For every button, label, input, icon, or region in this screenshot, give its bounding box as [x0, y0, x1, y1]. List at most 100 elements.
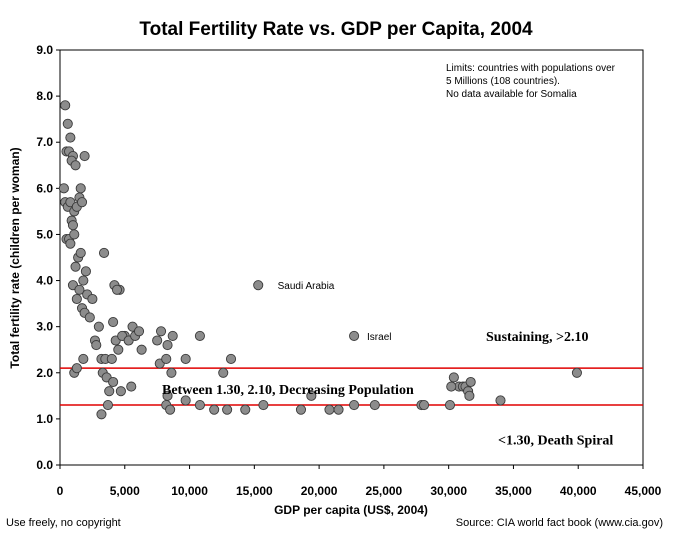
data-point — [113, 344, 124, 355]
point-label: Saudi Arabia — [278, 281, 335, 292]
chart-notes: Limits: countries with populations over … — [446, 63, 616, 100]
footer-copyright: Use freely, no copyright — [6, 517, 121, 529]
note-line: 5 Millions (108 countries). — [446, 76, 560, 87]
data-point — [91, 340, 102, 351]
data-point — [209, 404, 220, 415]
y-tick-label: 3.0 — [36, 320, 53, 334]
data-point — [166, 367, 177, 378]
data-point — [93, 321, 104, 332]
data-point — [60, 100, 71, 111]
data-point — [65, 238, 76, 249]
data-point — [419, 400, 430, 411]
data-point — [156, 326, 167, 337]
zone-label: <1.30, Death Spiral — [498, 434, 613, 449]
y-tick-label: 5.0 — [36, 227, 53, 241]
x-axis-title: GDP per capita (US$, 2004) — [274, 503, 428, 517]
data-point — [161, 353, 172, 364]
data-point — [222, 404, 233, 415]
data-point — [152, 335, 163, 346]
data-point — [333, 404, 344, 415]
y-tick-label: 7.0 — [36, 135, 53, 149]
data-point — [165, 404, 176, 415]
x-tick-label: 35,000 — [495, 484, 532, 498]
data-point — [75, 183, 86, 194]
data-point — [194, 400, 205, 411]
data-point — [253, 280, 264, 291]
data-point — [108, 317, 119, 328]
data-point — [162, 390, 173, 401]
data-point — [87, 293, 98, 305]
data-point — [369, 400, 380, 411]
data-point — [167, 330, 178, 341]
data-point — [78, 275, 89, 286]
x-tick-label: 0 — [57, 484, 64, 498]
data-point — [102, 400, 113, 411]
data-point — [464, 390, 475, 401]
data-point — [75, 247, 86, 258]
data-point — [444, 400, 456, 411]
data-point — [349, 400, 360, 411]
y-tick-label: 6.0 — [36, 181, 53, 195]
data-point — [349, 330, 360, 341]
data-point — [465, 376, 476, 388]
y-tick-label: 0.0 — [36, 458, 53, 472]
y-axis-title: Total fertility rate (children per woman… — [8, 147, 22, 368]
data-point — [115, 386, 126, 397]
data-point — [96, 409, 107, 420]
x-tick-label: 40,000 — [560, 484, 597, 498]
data-point — [58, 183, 69, 194]
x-tick-label: 15,000 — [236, 484, 273, 498]
data-point — [162, 340, 173, 351]
data-point — [67, 220, 79, 231]
data-point — [126, 381, 137, 392]
data-point — [98, 247, 110, 258]
data-point — [71, 293, 82, 305]
axis-ticks: 0.0 1.0 2.0 3.0 4.0 5.0 6.0 7.0 8.0 9.0 0 5,000 10,0… — [36, 43, 661, 498]
data-point — [448, 372, 459, 383]
y-tick-label: 9.0 — [36, 43, 53, 57]
data-point — [78, 353, 89, 364]
data-point — [111, 284, 123, 295]
y-tick-label: 1.0 — [36, 412, 53, 426]
data-point — [240, 404, 251, 415]
data-point — [65, 132, 76, 143]
data-point — [136, 344, 147, 355]
y-tick-label: 4.0 — [36, 274, 53, 288]
data-point — [70, 160, 81, 171]
annotations: Saudi Arabia Israel Sustaining, >2.10 Betwe… — [162, 281, 613, 448]
data-point — [79, 151, 90, 162]
data-point — [495, 395, 506, 406]
x-tick-label: 20,000 — [301, 484, 338, 498]
data-point — [71, 363, 82, 374]
data-point — [104, 386, 115, 397]
x-tick-label: 45,000 — [625, 484, 662, 498]
data-point — [324, 404, 335, 415]
data-point — [80, 266, 91, 277]
data-point — [74, 284, 85, 295]
y-tick-label: 2.0 — [36, 366, 53, 380]
data-point — [108, 376, 119, 388]
x-tick-label: 10,000 — [171, 484, 208, 498]
data-point — [70, 261, 81, 272]
data-point — [84, 312, 95, 323]
data-point — [571, 367, 582, 378]
data-point — [225, 353, 237, 364]
data-point — [62, 118, 73, 129]
chart-title: Total Fertility Rate vs. GDP per Capita,… — [139, 19, 533, 40]
data-point — [180, 395, 191, 406]
x-tick-label: 30,000 — [430, 484, 467, 498]
data-point — [218, 367, 229, 378]
data-points — [58, 100, 582, 420]
data-point — [69, 229, 80, 240]
point-label: Israel — [367, 332, 391, 343]
zone-label: Between 1.30, 2.10, Decreasing Populatio… — [162, 383, 414, 398]
note-line: Limits: countries with populations over — [446, 63, 616, 74]
data-point — [106, 353, 117, 364]
x-tick-label: 5,000 — [110, 484, 140, 498]
data-point — [76, 197, 88, 208]
plot-frame — [59, 49, 644, 466]
data-point — [258, 400, 269, 411]
note-line: No data available for Somalia — [446, 89, 577, 100]
y-tick-label: 8.0 — [36, 89, 53, 103]
